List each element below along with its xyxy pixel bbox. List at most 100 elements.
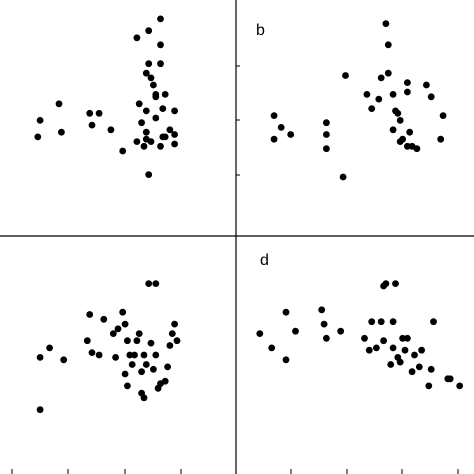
panel-d-point-14	[380, 337, 387, 345]
panel-b-point-0	[270, 112, 278, 119]
panel-d-point-35	[456, 382, 464, 390]
panel-b-point-6	[323, 145, 330, 153]
panel-c-point-23	[145, 280, 153, 287]
panel-d-point-13	[377, 318, 385, 326]
panel-b-ticks	[236, 65, 240, 176]
panel-c-point-27	[152, 351, 160, 359]
panel-a-point-30	[157, 60, 164, 68]
panel-a-point-32	[157, 15, 164, 23]
panel-b-point-29	[427, 93, 435, 101]
panel-d-point-18	[389, 344, 397, 352]
panel-b-point-2	[287, 131, 295, 138]
panel-a-point-35	[135, 100, 143, 108]
panel-a-point-34	[159, 105, 167, 112]
panel-d-point-26	[411, 351, 418, 359]
panel-c-point-31	[164, 363, 172, 371]
panel-d-point-25	[408, 368, 416, 376]
panel-c-point-2	[46, 344, 53, 352]
panel-c-point-15	[126, 351, 134, 359]
panel-c-point-16	[128, 361, 136, 368]
panel-a-point-0	[36, 117, 44, 124]
panel-a-point-23	[166, 126, 174, 134]
panel-b-point-1	[277, 124, 285, 131]
panel-b-point-4	[323, 119, 330, 127]
panel-c-point-8	[100, 315, 108, 323]
panel-b-point-22	[389, 126, 397, 134]
panel-a-point-16	[150, 81, 157, 89]
panel-d-point-33	[446, 375, 454, 383]
panel-d-point-10	[365, 346, 373, 354]
panel-b-point-14	[384, 69, 392, 77]
panel-a-point-31	[157, 41, 164, 49]
panel-c-point-26	[152, 280, 160, 287]
panel-d-point-9	[361, 334, 368, 342]
panel-d-point-3	[282, 308, 290, 316]
panel-d-point-21	[396, 358, 404, 366]
panel-b-point-19	[404, 79, 411, 86]
panel-b-point-32	[382, 20, 390, 27]
panel-c-point-11	[114, 325, 122, 333]
panel-c-point-36	[124, 382, 131, 390]
panel-c-point-25	[150, 365, 157, 373]
panel-c-point-0	[36, 354, 44, 361]
panel-b-point-3	[270, 135, 278, 143]
panel-b-point-5	[323, 131, 330, 138]
panel-d-point-8	[337, 327, 345, 335]
panel-d-label: d	[260, 252, 269, 269]
panel-a-point-29	[171, 140, 179, 148]
panel-d-point-4	[292, 327, 299, 335]
panel-b-point-15	[389, 91, 397, 98]
panel-c-point-19	[135, 330, 143, 337]
panel-d-point-27	[415, 363, 423, 371]
panel-d	[256, 280, 464, 390]
panel-a-point-7	[107, 126, 115, 134]
panel-b-point-25	[404, 142, 411, 150]
panel-b-point-28	[423, 81, 430, 89]
panel-c-point-13	[121, 320, 129, 328]
panel-a-point-17	[152, 93, 160, 101]
panel-b-point-18	[396, 117, 404, 124]
panel-a-point-11	[133, 34, 141, 42]
panel-d-point-23	[401, 346, 409, 354]
panel-a-point-21	[147, 138, 155, 146]
panel-b-point-12	[377, 74, 385, 82]
panel-a-point-22	[133, 138, 141, 146]
panel-c-point-6	[88, 349, 96, 356]
panel-c-point-3	[60, 356, 68, 364]
panel-d-point-22	[399, 334, 406, 342]
panel-d-point-2	[282, 356, 290, 364]
panel-d-point-31	[430, 318, 437, 326]
panel-c-point-14	[124, 337, 131, 345]
panel-a-point-5	[88, 121, 96, 129]
panel-c-point-20	[138, 368, 146, 376]
panel-d-point-12	[373, 344, 380, 352]
panel-d-point-29	[425, 382, 433, 390]
panel-b-point-21	[404, 88, 411, 96]
panel-a-point-1	[34, 133, 42, 141]
panel-a-point-4	[86, 109, 94, 117]
panel-b-point-11	[375, 95, 383, 103]
panel-c	[36, 280, 181, 414]
panel-b-point-27	[413, 145, 421, 153]
panel-c-point-39	[121, 370, 129, 378]
panel-c-point-32	[166, 342, 174, 349]
panel-d-point-16	[382, 280, 390, 287]
panel-c-point-35	[173, 337, 181, 345]
panel-c-point-7	[95, 351, 103, 359]
panel-c-point-10	[112, 354, 119, 361]
panel-b-point-31	[437, 135, 445, 143]
panel-c-point-9	[109, 330, 117, 337]
panel-a-point-33	[145, 171, 153, 179]
panel-b-point-20	[406, 128, 414, 136]
panel-a-point-19	[152, 114, 160, 122]
panel-c-point-34	[171, 320, 179, 328]
panel-a-point-12	[145, 27, 153, 35]
panel-a-point-8	[119, 147, 127, 155]
panel-b-point-10	[368, 105, 376, 112]
panel-d-point-1	[268, 344, 276, 352]
panel-a-point-13	[145, 60, 153, 68]
panel-b-point-17	[394, 109, 402, 117]
panel-a-point-2	[55, 100, 63, 108]
